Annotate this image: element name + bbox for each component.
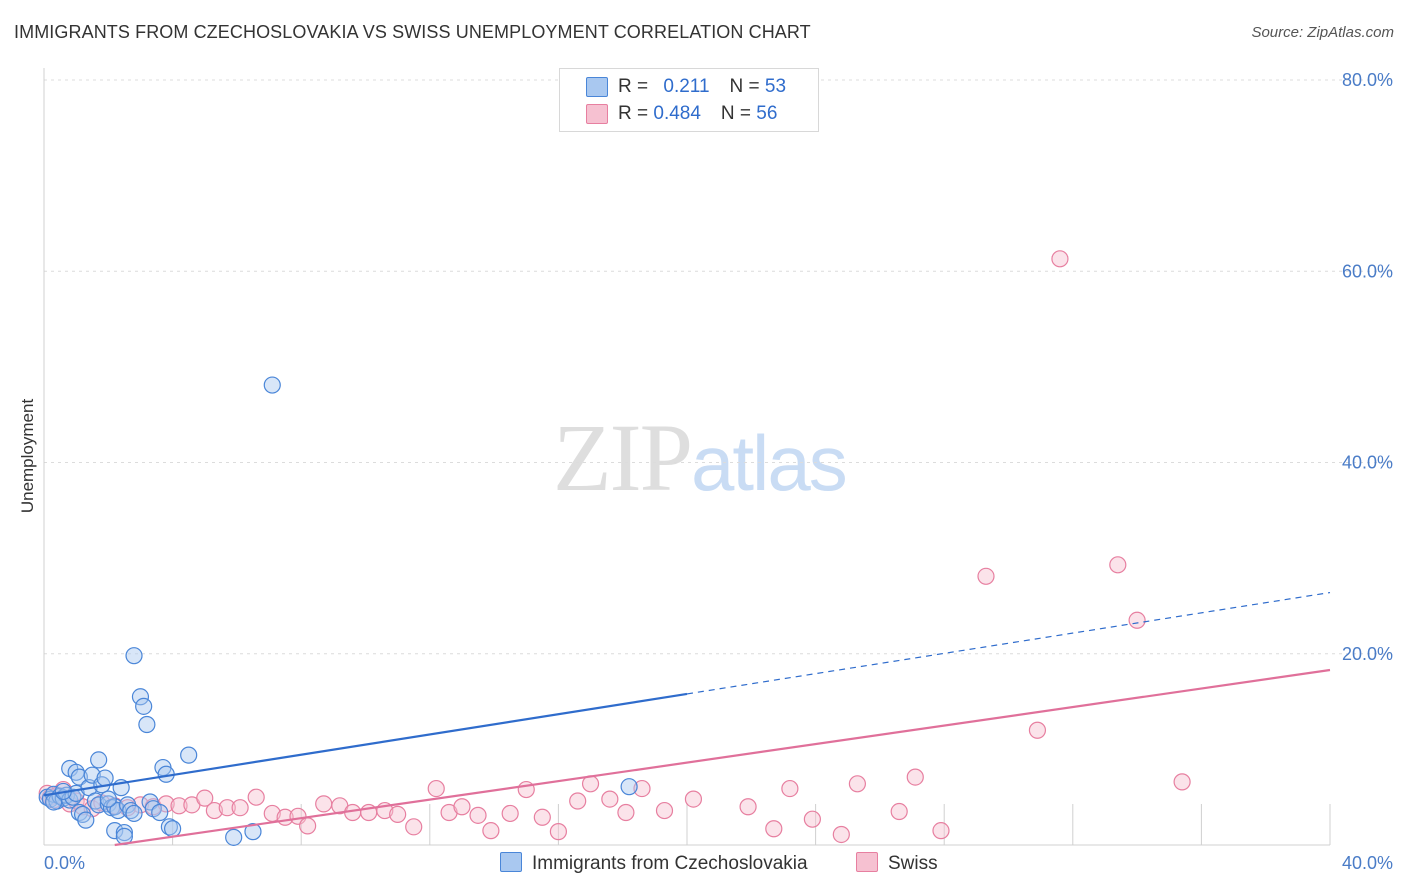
legend-n-value: 53 bbox=[764, 76, 787, 97]
data-point-swiss bbox=[469, 806, 487, 824]
data-point-czechoslovakia bbox=[90, 751, 108, 769]
legend-swatch-pink bbox=[586, 104, 608, 124]
bottom-legend-label: Swiss bbox=[888, 853, 938, 874]
data-point-swiss bbox=[684, 790, 703, 808]
legend-r-value: 0.484 bbox=[653, 103, 701, 124]
legend-n-value: 56 bbox=[756, 103, 778, 124]
chart-title: IMMIGRANTS FROM CZECHOSLOVAKIA VS SWISS … bbox=[14, 22, 811, 42]
data-point-swiss bbox=[1109, 556, 1127, 574]
trend-line-czechoslovakia bbox=[43, 692, 688, 797]
data-point-czechoslovakia bbox=[99, 790, 117, 808]
data-point-swiss bbox=[427, 779, 445, 798]
data-point-swiss bbox=[1128, 611, 1146, 629]
x-tick-label: 40.0% bbox=[1342, 853, 1393, 873]
data-point-czechoslovakia bbox=[122, 801, 140, 820]
data-point-swiss bbox=[315, 795, 333, 813]
data-point-swiss bbox=[1051, 250, 1069, 268]
data-point-czechoslovakia bbox=[620, 778, 638, 796]
trend-line-dashed-czechoslovakia bbox=[686, 591, 1331, 695]
data-point-swiss bbox=[453, 798, 471, 816]
watermark-zip: ZIP bbox=[553, 404, 693, 511]
data-point-swiss bbox=[1173, 773, 1191, 791]
legend-text: R = 0.484 N = 56 bbox=[618, 103, 777, 125]
data-point-czechoslovakia bbox=[151, 803, 169, 822]
data-point-swiss bbox=[131, 796, 150, 814]
data-point-swiss bbox=[617, 803, 635, 822]
data-point-czechoslovakia bbox=[138, 715, 156, 734]
data-point-swiss bbox=[482, 822, 500, 840]
data-point-swiss bbox=[231, 799, 249, 817]
data-point-swiss bbox=[549, 823, 568, 841]
data-point-swiss bbox=[218, 799, 236, 817]
legend-swatch-blue bbox=[586, 77, 608, 97]
data-point-czechoslovakia bbox=[225, 828, 243, 846]
bottom-legend-label: Immigrants from Czechoslovakia bbox=[532, 853, 808, 874]
data-point-czechoslovakia bbox=[77, 811, 95, 829]
data-point-swiss bbox=[299, 817, 317, 835]
y-tick-label: 60.0% bbox=[1342, 261, 1393, 281]
legend-n-label: N = bbox=[720, 103, 757, 124]
legend-text: R = 0.211 N = 53 bbox=[618, 76, 786, 98]
data-point-swiss bbox=[655, 801, 674, 820]
data-point-swiss bbox=[533, 808, 551, 826]
data-point-czechoslovakia bbox=[263, 376, 281, 394]
bottom-legend-czechoslovakia: Immigrants from Czechoslovakia bbox=[500, 852, 808, 875]
data-point-czechoslovakia bbox=[125, 804, 143, 823]
data-point-swiss bbox=[781, 779, 799, 798]
data-point-swiss bbox=[932, 822, 950, 840]
data-point-czechoslovakia bbox=[180, 746, 198, 764]
data-point-swiss bbox=[405, 818, 423, 836]
bottom-legend-swatch-blue bbox=[500, 852, 522, 872]
data-point-czechoslovakia bbox=[70, 768, 88, 786]
y-tick-label: 80.0% bbox=[1342, 70, 1393, 90]
data-point-swiss bbox=[569, 792, 587, 810]
data-point-swiss bbox=[601, 790, 619, 808]
data-point-swiss bbox=[196, 789, 214, 807]
correlation-legend: R = 0.211 N = 53 R = 0.484 N = 56 bbox=[559, 68, 819, 132]
data-point-swiss bbox=[247, 788, 265, 806]
data-point-swiss bbox=[832, 825, 850, 844]
legend-r-value: 0.211 bbox=[663, 76, 710, 97]
data-point-swiss bbox=[501, 804, 519, 823]
data-point-czechoslovakia bbox=[164, 820, 182, 838]
data-point-swiss bbox=[803, 810, 821, 828]
data-point-czechoslovakia bbox=[125, 647, 143, 665]
legend-r-label: R = bbox=[618, 76, 654, 97]
data-point-czechoslovakia bbox=[131, 688, 150, 706]
legend-r-label: R = bbox=[618, 103, 654, 124]
bottom-legend-swiss: Swiss bbox=[856, 852, 938, 875]
data-point-swiss bbox=[739, 798, 757, 816]
data-point-swiss bbox=[389, 805, 407, 824]
data-point-swiss bbox=[205, 801, 223, 820]
trend-line-swiss bbox=[114, 668, 1331, 847]
data-point-swiss bbox=[765, 820, 783, 838]
data-point-czechoslovakia bbox=[244, 823, 262, 841]
data-point-swiss bbox=[848, 775, 866, 793]
data-point-swiss bbox=[1028, 721, 1047, 739]
data-point-swiss bbox=[906, 768, 924, 786]
y-tick-label: 20.0% bbox=[1342, 644, 1393, 664]
data-point-swiss bbox=[633, 779, 651, 798]
data-point-swiss bbox=[977, 567, 995, 585]
data-point-czechoslovakia bbox=[115, 823, 133, 842]
x-tick-label: 0.0% bbox=[44, 853, 85, 873]
chart-source: Source: ZipAtlas.com bbox=[1251, 24, 1394, 41]
y-tick-label: 40.0% bbox=[1342, 453, 1393, 473]
bottom-legend-swatch-pink bbox=[856, 852, 878, 872]
data-point-swiss bbox=[890, 802, 908, 821]
data-point-swiss bbox=[170, 797, 188, 815]
legend-n-label: N = bbox=[729, 76, 765, 97]
data-point-czechoslovakia bbox=[135, 697, 153, 715]
